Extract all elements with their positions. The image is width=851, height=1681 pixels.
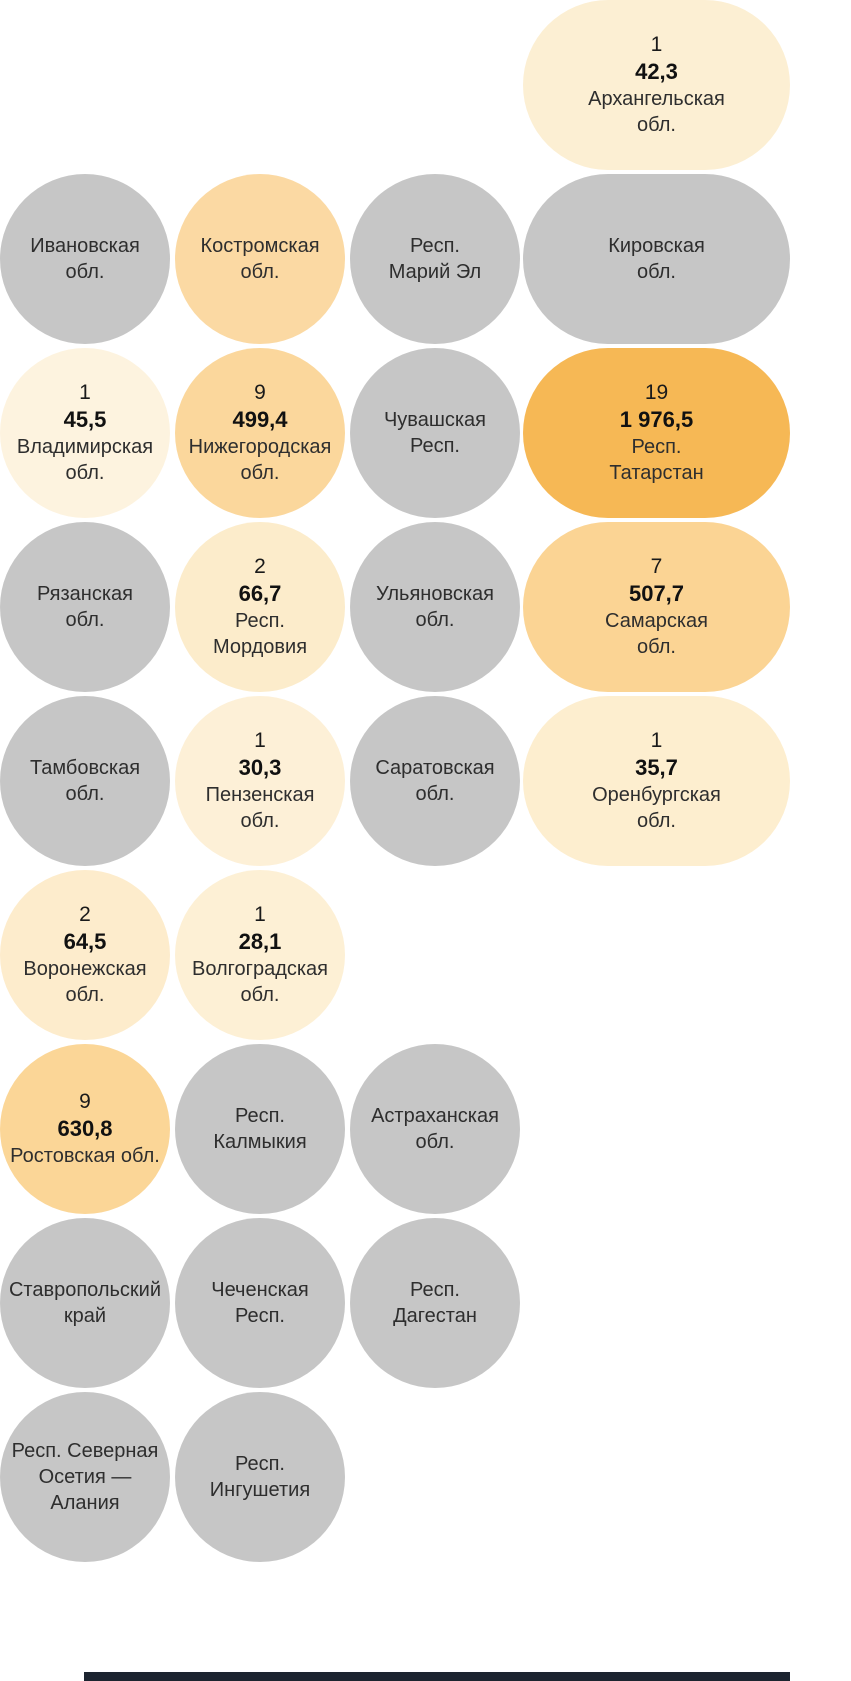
region-tile-23[interactable]: Ставропольский край (0, 1218, 170, 1388)
region-value: 1 976,5 (619, 407, 694, 432)
region-tile-25[interactable]: Респ. Дагестан (350, 1218, 520, 1388)
region-name: Респ. Марий Эл (388, 235, 482, 283)
region-tile-9[interactable]: 19 1 976,5 Респ. Татарстан (523, 348, 790, 518)
region-tile-13[interactable]: 7 507,7 Самарская обл. (523, 522, 790, 692)
region-value: 66,7 (238, 581, 282, 606)
region-tile-3[interactable]: Костромская обл. (175, 174, 345, 344)
region-value: 507,7 (628, 581, 685, 606)
region-tile-27[interactable]: Респ. Ингушетия (175, 1392, 345, 1562)
region-name: Респ. Мордовия (212, 610, 308, 658)
region-value: 499,4 (232, 407, 288, 432)
region-tile-5[interactable]: Кировская обл. (523, 174, 790, 344)
region-tile-21[interactable]: Респ. Калмыкия (175, 1044, 345, 1214)
region-count: 1 (650, 729, 663, 752)
region-name: Ростовская обл. (10, 1145, 160, 1167)
region-tile-2[interactable]: Ивановская обл. (0, 174, 170, 344)
region-count: 2 (79, 903, 91, 926)
region-tile-11[interactable]: 2 66,7 Респ. Мордовия (175, 522, 345, 692)
region-name: Костромская обл. (200, 235, 320, 283)
region-tile-6[interactable]: 1 45,5 Владимирская обл. (0, 348, 170, 518)
region-tile-22[interactable]: Астраханская обл. (350, 1044, 520, 1214)
region-value: 64,5 (63, 929, 107, 954)
region-name: Нижегородская обл. (188, 436, 332, 484)
region-tile-8[interactable]: Чувашская Респ. (350, 348, 520, 518)
region-name: Саратовская обл. (375, 757, 495, 805)
region-name: Респ. Северная Осетия — Алания (11, 1440, 159, 1514)
region-tile-1[interactable]: 1 42,3 Архангельская обл. (523, 0, 790, 170)
region-name: Воронежская обл. (23, 958, 147, 1006)
region-value: 28,1 (238, 929, 282, 954)
region-value: 35,7 (635, 755, 678, 780)
region-count: 19 (644, 381, 669, 404)
region-name: Чувашская Респ. (383, 409, 487, 457)
region-tile-16[interactable]: Саратовская обл. (350, 696, 520, 866)
region-name: Тамбовская обл. (29, 757, 141, 805)
region-name: Самарская обл. (605, 610, 708, 658)
region-name: Кировская обл. (608, 235, 705, 283)
region-tile-19[interactable]: 1 28,1 Волгоградская обл. (175, 870, 345, 1040)
region-tile-4[interactable]: Респ. Марий Эл (350, 174, 520, 344)
region-name: Волгоградская обл. (191, 958, 329, 1006)
region-name: Респ. Татарстан (609, 436, 704, 484)
region-value: 42,3 (635, 59, 678, 84)
region-name: Респ. Ингушетия (209, 1453, 311, 1501)
region-name: Ставропольский край (8, 1279, 162, 1327)
region-tile-10[interactable]: Рязанская обл. (0, 522, 170, 692)
region-name: Ивановская обл. (30, 235, 140, 283)
region-tile-14[interactable]: Тамбовская обл. (0, 696, 170, 866)
region-name: Рязанская обл. (37, 583, 133, 631)
region-count: 9 (254, 381, 266, 404)
region-count: 2 (254, 555, 266, 578)
region-name: Респ. Калмыкия (213, 1105, 307, 1153)
region-count: 1 (79, 381, 91, 404)
region-tile-24[interactable]: Чеченская Респ. (175, 1218, 345, 1388)
region-name: Пензенская обл. (205, 784, 315, 832)
region-name: Респ. Дагестан (393, 1279, 477, 1327)
region-tile-26[interactable]: Респ. Северная Осетия — Алания (0, 1392, 170, 1562)
region-count: 1 (254, 729, 266, 752)
region-tile-17[interactable]: 1 35,7 Оренбургская обл. (523, 696, 790, 866)
region-name: Ульяновская обл. (376, 583, 494, 631)
region-name: Астраханская обл. (371, 1105, 499, 1153)
region-tile-12[interactable]: Ульяновская обл. (350, 522, 520, 692)
region-name: Чеченская Респ. (211, 1279, 309, 1327)
region-tile-15[interactable]: 1 30,3 Пензенская обл. (175, 696, 345, 866)
region-name: Владимирская обл. (16, 436, 154, 484)
region-tile-7[interactable]: 9 499,4 Нижегородская обл. (175, 348, 345, 518)
region-tile-20[interactable]: 9 630,8 Ростовская обл. (0, 1044, 170, 1214)
region-value: 630,8 (57, 1116, 113, 1141)
region-count: 7 (650, 555, 663, 578)
region-name: Архангельская обл. (588, 88, 725, 136)
region-tile-18[interactable]: 2 64,5 Воронежская обл. (0, 870, 170, 1040)
region-count: 9 (79, 1090, 91, 1113)
region-name: Оренбургская обл. (592, 784, 721, 832)
region-value: 45,5 (63, 407, 107, 432)
region-count: 1 (650, 33, 663, 56)
footer-bar (84, 1672, 790, 1681)
region-count: 1 (254, 903, 266, 926)
region-value: 30,3 (238, 755, 282, 780)
